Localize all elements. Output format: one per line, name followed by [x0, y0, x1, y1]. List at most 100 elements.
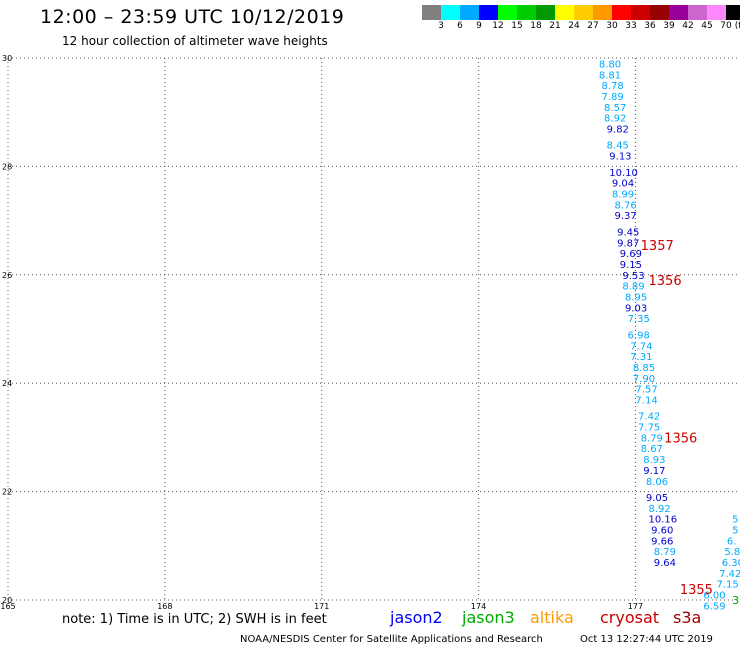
swh-observation: 3 [732, 594, 739, 607]
satellite-label-s3a: s3a [673, 608, 702, 627]
swh-observation: 8.89 [622, 282, 644, 293]
legend-tick-label: 30 [606, 21, 618, 31]
lon-tick-label: 165 [0, 602, 15, 611]
legend-swatch [631, 5, 650, 20]
swh-observation: 9.60 [651, 526, 673, 537]
swh-observation: 9.53 [622, 271, 644, 282]
swh-observation: 7.31 [630, 352, 652, 363]
legend-swatch [612, 5, 631, 20]
swh-observation: 9.66 [651, 536, 673, 547]
lat-tick-label: 28 [2, 162, 12, 171]
legend-swatch [460, 5, 479, 20]
satellite-label-jason3: jason3 [462, 608, 515, 627]
lon-tick-label: 177 [628, 602, 643, 611]
pass-time-label: 1356 [664, 431, 697, 446]
footer-note: note: 1) Time is in UTC; 2) SWH is in fe… [62, 612, 327, 627]
chart-subtitle: 12 hour collection of altimeter wave hei… [62, 34, 328, 48]
swh-observation: 8.92 [649, 504, 671, 515]
swh-observation: 7.42 [719, 569, 740, 580]
lat-tick-label: 22 [2, 488, 12, 497]
satellite-label-cryosat: cryosat [600, 608, 660, 627]
lon-tick-label: 174 [471, 602, 486, 611]
lat-tick-label: 20 [2, 596, 12, 605]
legend-swatch [479, 5, 498, 20]
legend-swatch [669, 5, 688, 20]
swh-observation: 7.35 [628, 314, 650, 325]
legend-tick-label: 36 [644, 21, 656, 31]
swh-observation: 9.64 [654, 558, 676, 569]
lat-tick-label: 30 [2, 54, 12, 63]
satellite-label-altika: altika [530, 608, 574, 627]
swh-observation: 8.76 [615, 200, 637, 211]
pass-time-label: 1355 [680, 583, 713, 598]
swh-observation: 10.10 [609, 168, 638, 179]
legend-tick-label: 45 [701, 21, 713, 31]
legend-swatch [574, 5, 593, 20]
swh-observation: 9.15 [620, 260, 642, 271]
swh-observation: 7.42 [638, 412, 660, 423]
legend-tick-label: (ft) [734, 21, 740, 31]
swh-observation: 7.89 [601, 92, 623, 103]
legend-swatch [536, 5, 555, 20]
swh-observation: 8.79 [641, 433, 663, 444]
legend-tick-label: 15 [511, 21, 523, 31]
swh-observation: 9.17 [643, 466, 665, 477]
lon-tick-label: 168 [157, 602, 172, 611]
legend-swatch [707, 5, 726, 20]
swh-observation: 7.90 [633, 374, 655, 385]
legend-swatch [593, 5, 612, 20]
swh-observation: 8.95 [625, 292, 647, 303]
swh-observation: 9.45 [617, 227, 639, 238]
legend-swatch [650, 5, 669, 20]
swh-observation: 9.87 [617, 238, 639, 249]
swh-observation: 5.8 [724, 547, 740, 558]
swh-observation: 8.81 [599, 70, 621, 81]
swh-observation: 7.57 [635, 385, 657, 396]
legend-swatch [422, 5, 441, 20]
legend-tick-label: 70 [720, 21, 732, 31]
swh-observation: 9.37 [615, 211, 637, 222]
swh-observation: 6.59 [703, 601, 725, 612]
swh-observation: 8.45 [607, 141, 629, 152]
legend-tick-label: 3 [438, 21, 444, 31]
color-scale-legend [422, 5, 740, 20]
swh-observation: 8.06 [646, 477, 668, 488]
legend-tick-label: 39 [663, 21, 675, 31]
legend-tick-label: 12 [492, 21, 504, 31]
pass-time-label: 1356 [649, 274, 682, 289]
swh-observation: 8.78 [601, 81, 623, 92]
legend-tick-label: 18 [530, 21, 542, 31]
legend-tick-label: 9 [476, 21, 482, 31]
swh-observation: 6. [727, 536, 737, 547]
swh-observation: 9.82 [607, 124, 629, 135]
swh-observation: 9.69 [620, 249, 642, 260]
swh-observation: 8.93 [643, 455, 665, 466]
legend-tick-label: 33 [625, 21, 637, 31]
swh-observation: 6.00 [703, 591, 725, 602]
credit-line: NOAA/NESDIS Center for Satellite Applica… [240, 634, 543, 645]
swh-observation: 9.03 [625, 303, 647, 314]
legend-swatch [441, 5, 460, 20]
chart-title: 12:00 – 23:59 UTC 10/12/2019 [40, 6, 345, 28]
satellite-label-jason2: jason2 [390, 608, 443, 627]
swh-observation: 7.75 [638, 423, 660, 434]
swh-observation: 8.80 [599, 59, 621, 70]
legend-tick-label: 21 [549, 21, 561, 31]
pass-time-label: 1357 [641, 239, 674, 254]
swh-observation: 7.14 [635, 395, 657, 406]
legend-swatch [555, 5, 574, 20]
swh-observation: 9.13 [609, 152, 631, 163]
legend-tick-label: 24 [568, 21, 580, 31]
legend-swatch [498, 5, 517, 20]
generated-timestamp: Oct 13 12:27:44 UTC 2019 [580, 634, 713, 645]
swh-observation: 8.99 [612, 190, 634, 201]
swh-observation: 7.74 [630, 341, 652, 352]
swh-observation: 9.04 [612, 179, 634, 190]
swh-observation: 8.85 [633, 363, 655, 374]
swh-observation: 6.30 [722, 558, 740, 569]
swh-observation: 10.16 [649, 515, 678, 526]
swh-observation: 5 [732, 515, 738, 526]
swh-observation: 7.15 [716, 580, 738, 591]
legend-swatch [688, 5, 707, 20]
